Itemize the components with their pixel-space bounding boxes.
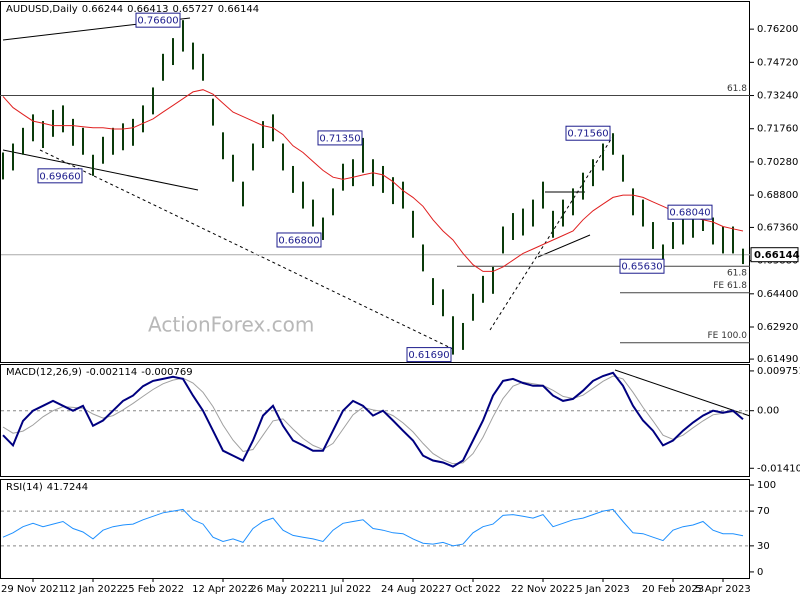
trendline bbox=[2, 149, 199, 191]
price-annotation-box bbox=[667, 204, 713, 220]
rsi-panel bbox=[0, 479, 750, 579]
price-annotation-box bbox=[135, 12, 181, 28]
x-tick-label: 5 Jan 2023 bbox=[576, 584, 630, 595]
current-price-box bbox=[750, 247, 799, 263]
indicator-line bbox=[2, 371, 744, 468]
readout: -0.000769 bbox=[141, 367, 193, 378]
y-tick-label: 0.00 bbox=[757, 406, 779, 417]
price-header: AUDUSD,Daily 0.66244 0.66413 0.65727 0.66144 bbox=[6, 4, 263, 15]
x-tick-label: 5 Apr 2023 bbox=[695, 584, 750, 595]
title: AUDUSD,Daily bbox=[6, 4, 78, 15]
readout: -0.002114 bbox=[85, 367, 138, 378]
y-tick-label: 0.67360 bbox=[757, 222, 798, 233]
readout: 41.7244 bbox=[46, 482, 89, 493]
price-annotation: 0.61690 bbox=[408, 350, 449, 361]
x-tick-label: 24 Aug 2022 bbox=[381, 584, 445, 595]
y-tick-label: 70 bbox=[757, 506, 770, 517]
quote: 0.65727 bbox=[172, 4, 214, 15]
current-price-label: 0.66144 bbox=[754, 250, 800, 261]
price-annotation-box bbox=[37, 168, 83, 184]
price-annotation: 0.71350 bbox=[319, 133, 360, 144]
level-label: 61.8 bbox=[727, 84, 747, 94]
y-tick-label: -0.014107 bbox=[757, 463, 800, 474]
y-tick-label: 0.74720 bbox=[757, 57, 798, 68]
trendline bbox=[614, 369, 751, 417]
price-annotation: 0.66800 bbox=[278, 235, 319, 246]
y-tick-label: 30 bbox=[757, 541, 770, 552]
x-tick-label: 20 Feb 2023 bbox=[642, 584, 704, 595]
price-annotation: 0.69660 bbox=[39, 171, 80, 182]
indicator-line bbox=[2, 508, 744, 547]
x-tick-label: 29 Nov 2021 bbox=[1, 584, 65, 595]
x-tick-label: 7 Oct 2022 bbox=[445, 584, 500, 595]
x-tick-label: 11 Jul 2022 bbox=[315, 584, 372, 595]
y-tick-label: 0.76200 bbox=[757, 24, 798, 35]
price-annotation-box bbox=[619, 258, 665, 274]
level-label: 61.8 bbox=[727, 269, 747, 279]
y-tick-label: 0.009751 bbox=[757, 366, 800, 377]
trendline bbox=[537, 234, 591, 258]
price-panel bbox=[0, 1, 750, 363]
y-tick-label: 0.61490 bbox=[757, 354, 798, 365]
y-tick-label: 0.62920 bbox=[757, 322, 798, 333]
macd-header: MACD(12,26,9) -0.002114 -0.000769 bbox=[6, 367, 197, 378]
indicator-line bbox=[2, 375, 744, 465]
level-label: FE 100.0 bbox=[708, 331, 748, 341]
x-tick-label: 22 Nov 2022 bbox=[511, 584, 575, 595]
y-tick-label: 0.68800 bbox=[757, 190, 798, 201]
y-tick-label: 0.64400 bbox=[757, 289, 798, 300]
price-annotation-box bbox=[406, 347, 452, 363]
y-tick-label: 0 bbox=[757, 567, 763, 578]
price-annotation-box bbox=[317, 130, 363, 146]
price-annotation: 0.65630 bbox=[621, 262, 662, 273]
rsi-header: RSI(14) 41.7244 bbox=[6, 482, 92, 493]
x-tick-label: 26 May 2022 bbox=[250, 584, 315, 595]
y-tick-label: 100 bbox=[757, 480, 776, 491]
watermark: ActionForex.com bbox=[148, 313, 314, 337]
x-tick-label: 25 Feb 2022 bbox=[122, 584, 184, 595]
y-tick-label: 0.70280 bbox=[757, 157, 798, 168]
trendline bbox=[39, 149, 456, 351]
price-annotation-box bbox=[565, 125, 611, 141]
price-annotation: 0.76600 bbox=[137, 16, 178, 27]
quote: 0.66413 bbox=[127, 4, 169, 15]
price-annotation: 0.71560 bbox=[567, 129, 608, 140]
y-tick-label: 0.73240 bbox=[757, 91, 798, 102]
x-tick-label: 12 Jan 2022 bbox=[63, 584, 123, 595]
quote: 0.66244 bbox=[81, 4, 124, 15]
moving-average bbox=[2, 89, 744, 272]
title: MACD(12,26,9) bbox=[6, 367, 82, 378]
level-label: FE 61.8 bbox=[713, 281, 747, 291]
price-annotation-box bbox=[276, 232, 322, 248]
x-tick-label: 12 Apr 2022 bbox=[192, 584, 254, 595]
title: RSI(14) bbox=[6, 482, 43, 493]
price-annotation: 0.68040 bbox=[669, 208, 710, 219]
macd-panel bbox=[0, 364, 750, 477]
y-tick-label: 0.71760 bbox=[757, 124, 798, 135]
quote: 0.66144 bbox=[217, 4, 260, 15]
